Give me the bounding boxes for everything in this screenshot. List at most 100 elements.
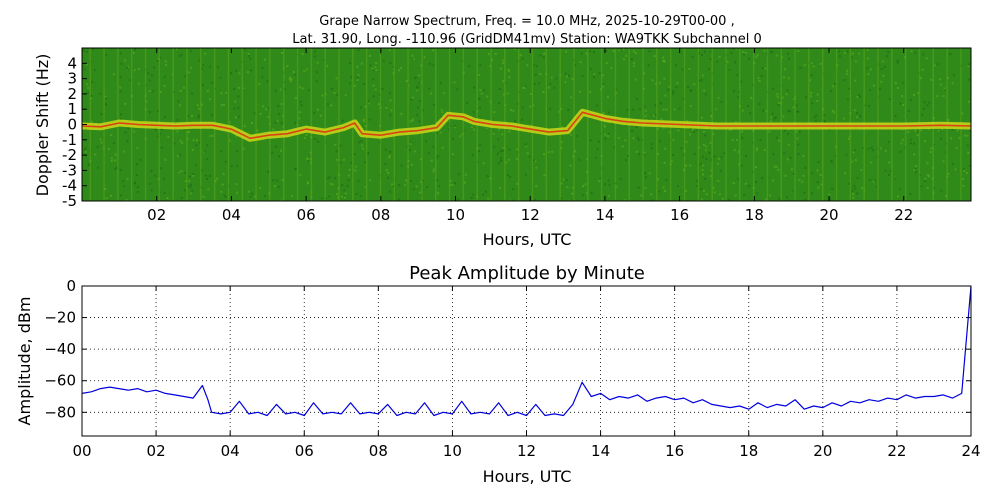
- noise-speck: [879, 147, 882, 150]
- noise-speck: [501, 62, 504, 65]
- noise-speck: [756, 147, 759, 150]
- noise-speck: [896, 87, 899, 89]
- noise-speck: [166, 197, 169, 200]
- noise-speck: [763, 149, 766, 152]
- noise-speck: [409, 142, 412, 145]
- noise-speck: [643, 151, 646, 154]
- noise-speck: [94, 153, 97, 156]
- noise-speck: [550, 76, 553, 79]
- noise-speck: [784, 174, 787, 177]
- noise-speck: [418, 74, 421, 77]
- noise-speck: [664, 190, 667, 192]
- noise-speck: [701, 173, 704, 176]
- noise-speck: [944, 88, 947, 91]
- noise-speck: [499, 88, 502, 90]
- noise-speck: [896, 59, 899, 62]
- noise-speck: [341, 119, 344, 122]
- noise-speck: [497, 138, 500, 141]
- noise-speck: [608, 183, 611, 186]
- y-tick-label: -3: [62, 161, 77, 179]
- noise-speck: [701, 74, 704, 77]
- noise-speck: [461, 133, 464, 136]
- noise-speck: [357, 49, 360, 52]
- noise-speck: [717, 157, 720, 160]
- noise-speck: [112, 142, 115, 145]
- noise-speck: [274, 185, 276, 188]
- noise-speck: [687, 86, 690, 88]
- noise-speck: [307, 160, 310, 162]
- noise-speck: [961, 112, 964, 115]
- noise-speck: [344, 94, 347, 97]
- noise-speck: [802, 155, 805, 158]
- noise-speck: [633, 62, 635, 65]
- noise-speck: [899, 150, 902, 153]
- noise-speck: [195, 144, 198, 146]
- noise-speck: [411, 119, 414, 122]
- spectrogram-stripe: [324, 48, 326, 201]
- noise-speck: [242, 87, 245, 90]
- noise-speck: [789, 110, 792, 113]
- noise-speck: [472, 193, 475, 196]
- noise-speck: [522, 86, 525, 89]
- noise-speck: [709, 50, 712, 53]
- y-tick-label: 4: [67, 54, 77, 72]
- spectrogram-stripe: [614, 48, 617, 201]
- noise-speck: [259, 186, 262, 189]
- noise-speck: [539, 54, 542, 57]
- noise-speck: [115, 167, 118, 169]
- noise-speck: [709, 175, 712, 178]
- noise-speck: [921, 113, 924, 116]
- spectrogram-stripe: [310, 48, 313, 201]
- noise-speck: [733, 90, 735, 93]
- amplitude-series-line: [82, 286, 971, 417]
- noise-speck: [326, 103, 329, 106]
- noise-speck: [347, 179, 350, 182]
- noise-speck: [622, 48, 625, 51]
- noise-speck: [743, 193, 746, 196]
- noise-speck: [408, 149, 411, 151]
- noise-speck: [225, 91, 227, 94]
- noise-speck: [305, 68, 308, 71]
- noise-speck: [558, 110, 561, 113]
- noise-speck: [914, 165, 917, 168]
- noise-speck: [526, 64, 529, 67]
- noise-speck: [186, 184, 189, 187]
- noise-speck: [381, 88, 384, 90]
- noise-speck: [811, 172, 814, 175]
- noise-speck: [761, 67, 764, 70]
- noise-speck: [535, 185, 538, 188]
- noise-speck: [701, 164, 704, 167]
- noise-speck: [439, 82, 442, 85]
- noise-speck: [856, 112, 859, 115]
- noise-speck: [206, 178, 208, 180]
- noise-speck: [299, 86, 302, 89]
- noise-speck: [466, 101, 468, 104]
- noise-speck: [913, 168, 916, 171]
- noise-speck: [569, 133, 572, 136]
- noise-speck: [762, 109, 765, 112]
- noise-speck: [682, 98, 685, 101]
- noise-speck: [164, 158, 167, 161]
- noise-speck: [834, 155, 837, 158]
- noise-speck: [805, 96, 808, 99]
- noise-speck: [585, 52, 588, 55]
- noise-speck: [211, 134, 214, 137]
- noise-speck: [856, 192, 859, 195]
- noise-speck: [198, 59, 201, 62]
- x-tick-label: 18: [739, 442, 758, 460]
- noise-speck: [712, 186, 715, 189]
- noise-speck: [795, 104, 798, 107]
- noise-speck: [178, 153, 181, 156]
- noise-speck: [137, 68, 140, 70]
- noise-speck: [686, 120, 689, 122]
- noise-speck: [644, 186, 647, 189]
- noise-speck: [618, 49, 621, 52]
- noise-speck: [385, 106, 388, 109]
- noise-speck: [623, 199, 626, 201]
- noise-speck: [705, 145, 708, 148]
- noise-speck: [603, 124, 606, 127]
- noise-speck: [216, 177, 219, 180]
- noise-speck: [874, 179, 877, 182]
- noise-speck: [314, 50, 317, 53]
- noise-speck: [223, 194, 226, 197]
